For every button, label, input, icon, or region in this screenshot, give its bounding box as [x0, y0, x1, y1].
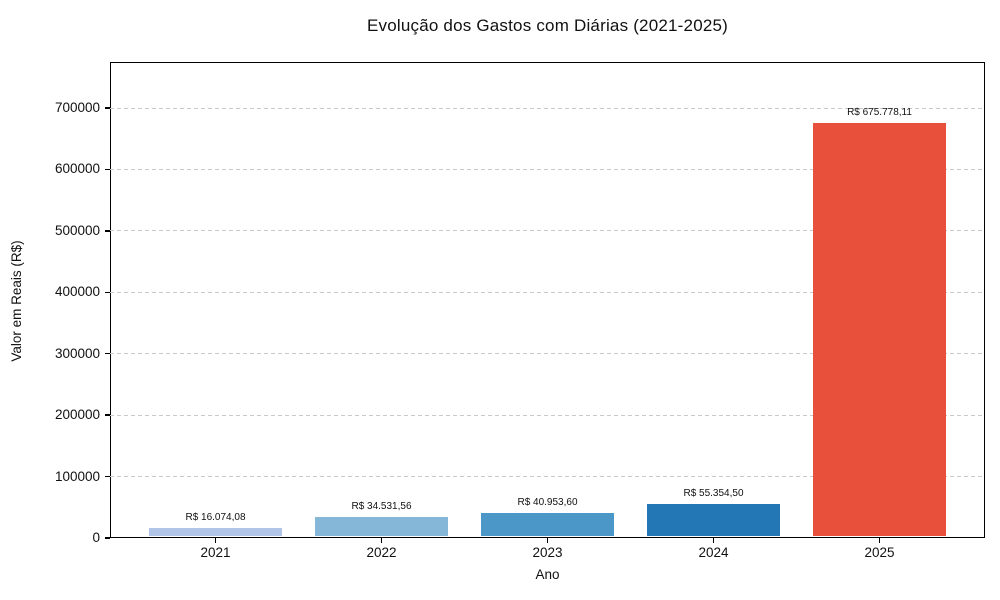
chart-title: Evolução dos Gastos com Diárias (2021-20… — [366, 16, 729, 35]
y-tick-label: 300000 — [54, 345, 100, 361]
y-tick-mark — [105, 475, 110, 478]
y-tick-mark — [105, 230, 110, 232]
bar-value-label-2021: R$ 16.074,08 — [185, 512, 246, 524]
bar-2025 — [813, 122, 946, 537]
y-tick-label: 0 — [92, 530, 100, 545]
y-tick-label: 200000 — [54, 407, 100, 423]
gridline-y-300000 — [110, 353, 985, 355]
gridline-y-600000 — [110, 168, 985, 170]
gridline-y-400000 — [110, 291, 985, 293]
x-tick-label-2022: 2022 — [366, 545, 397, 560]
bar-value-label-2023: R$ 40.953,60 — [517, 496, 578, 508]
y-tick-mark — [105, 353, 110, 355]
y-tick-mark — [105, 168, 110, 171]
bar-2023 — [481, 512, 614, 537]
bar-value-label-2024: R$ 55.354,50 — [683, 488, 744, 499]
x-tick-mark — [546, 538, 549, 543]
y-tick-label: 100000 — [54, 468, 100, 484]
gridline-y-500000 — [110, 230, 985, 232]
y-tick-mark — [105, 107, 110, 109]
bar-2021 — [149, 528, 282, 537]
bar-2022 — [315, 516, 448, 537]
y-tick-label: 400000 — [54, 284, 100, 300]
y-tick-label: 700000 — [54, 100, 100, 116]
bar-2024 — [647, 504, 780, 537]
gridline-y-100000 — [110, 476, 985, 478]
x-tick-label-2025: 2025 — [864, 545, 895, 560]
y-tick-mark — [105, 537, 110, 539]
bar-value-label-2022: R$ 34.531,56 — [351, 500, 412, 512]
x-axis-label: Ano — [535, 567, 560, 582]
x-tick-label-2024: 2024 — [698, 545, 729, 560]
y-tick-mark — [105, 291, 110, 293]
gridline-y-200000 — [110, 414, 985, 416]
x-tick-label-2023: 2023 — [532, 545, 563, 560]
x-tick-mark — [380, 538, 383, 543]
gridline-y-700000 — [110, 107, 985, 109]
y-tick-mark — [105, 414, 110, 416]
x-tick-mark — [878, 538, 881, 543]
y-tick-label: 600000 — [54, 161, 100, 177]
y-tick-label: 500000 — [54, 222, 100, 238]
x-tick-mark — [214, 538, 217, 543]
x-tick-mark — [712, 538, 715, 543]
x-tick-label-2021: 2021 — [200, 545, 231, 560]
bar-value-label-2025: R$ 675.778,11 — [847, 106, 912, 118]
